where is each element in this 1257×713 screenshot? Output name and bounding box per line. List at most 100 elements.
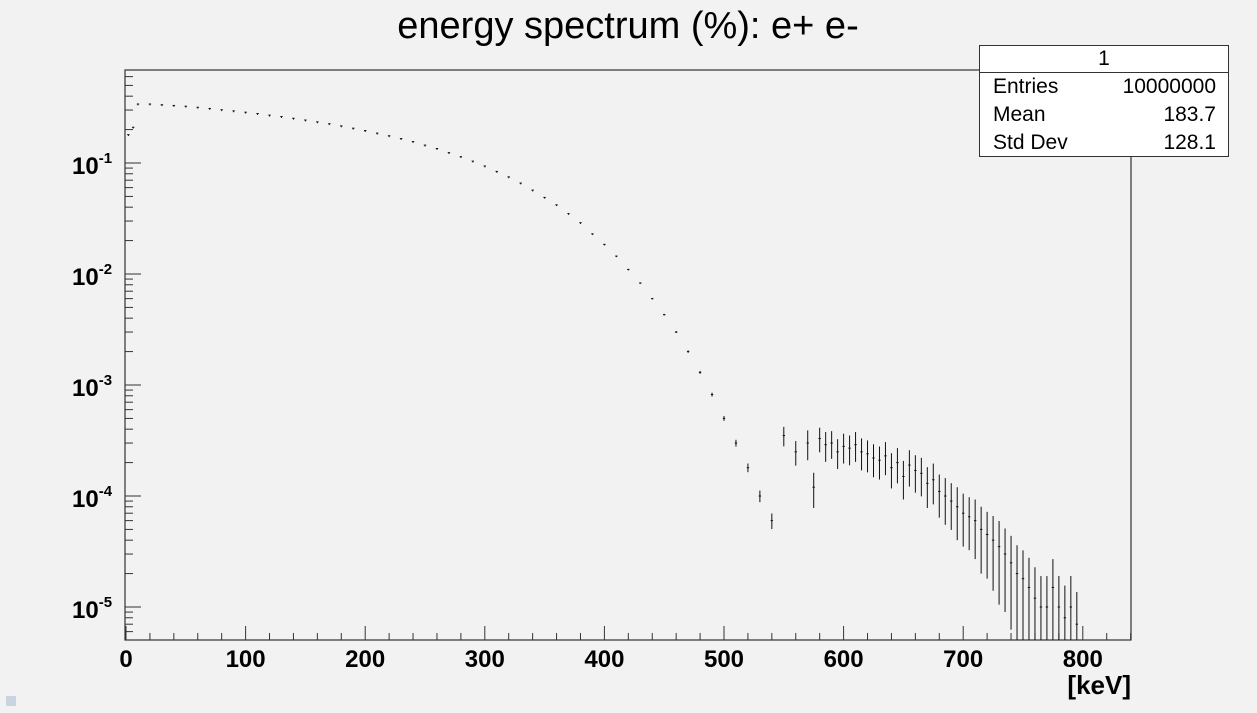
data-point — [884, 442, 887, 476]
data-point — [973, 499, 977, 560]
data-point — [447, 152, 451, 154]
data-point — [639, 282, 642, 284]
data-point — [399, 138, 403, 140]
data-point — [196, 106, 199, 109]
data-point — [782, 426, 785, 447]
y-tick-labels: 10-1 10-2 10-3 10-4 10-5 — [72, 150, 113, 624]
x-tick-label: 600 — [824, 646, 864, 673]
data-point — [591, 233, 594, 236]
data-point — [962, 493, 965, 547]
data-point — [387, 135, 391, 138]
data-point — [127, 134, 130, 136]
x-tick-label: 700 — [943, 646, 983, 673]
chart-title: energy spectrum (%): e+ e- — [397, 5, 858, 47]
y-tick-label: 10-2 — [72, 261, 112, 291]
data-point — [471, 160, 475, 163]
data-point — [280, 116, 283, 118]
data-point — [991, 516, 995, 591]
data-point — [1015, 545, 1019, 640]
data-point — [979, 506, 983, 574]
data-point — [1069, 576, 1073, 640]
data-point — [483, 165, 486, 168]
data-point — [603, 243, 606, 246]
data-point — [543, 196, 546, 199]
data-point — [997, 521, 1001, 605]
y-tick-label: 10-4 — [72, 483, 113, 513]
data-point — [184, 105, 187, 108]
data-point — [567, 213, 570, 215]
data-point — [770, 513, 774, 530]
data-point — [507, 176, 510, 179]
data-point — [854, 432, 857, 462]
x-tick-label: 400 — [584, 646, 624, 673]
data-point — [722, 416, 726, 421]
data-point — [1009, 535, 1013, 630]
data-point — [1063, 585, 1067, 640]
data-point — [746, 463, 750, 473]
data-point — [651, 297, 654, 300]
data-point — [615, 255, 618, 258]
data-point — [131, 126, 135, 129]
x-tick-label: 200 — [345, 646, 385, 673]
y-tick-label: 10-5 — [72, 594, 112, 624]
stats-label: Mean — [993, 103, 1046, 126]
data-point — [967, 497, 971, 551]
data-point — [686, 350, 690, 353]
data-point — [268, 114, 271, 117]
data-point — [860, 438, 863, 471]
data-point — [872, 444, 875, 478]
data-point — [920, 457, 923, 497]
data-point — [292, 117, 295, 120]
data-point — [950, 483, 953, 530]
stats-box: 1 Entries 10000000 Mean 183.7 Std Dev 12… — [979, 45, 1229, 157]
data-point — [232, 110, 235, 113]
stats-value: 183.7 — [1163, 103, 1216, 126]
data-point — [878, 446, 881, 480]
data-point — [1027, 557, 1031, 640]
data-point — [364, 130, 367, 132]
data-point — [836, 439, 839, 470]
data-point — [734, 439, 738, 447]
data-point — [340, 125, 343, 128]
data-point — [698, 370, 702, 374]
stats-row-entries: Entries 10000000 — [980, 73, 1228, 101]
data-point — [423, 144, 427, 147]
data-point — [896, 448, 899, 484]
data-point — [375, 132, 379, 135]
data-point — [710, 392, 714, 397]
data-point — [136, 103, 140, 106]
data-point — [818, 427, 821, 453]
data-point — [1003, 528, 1007, 613]
x-tick-label: 100 — [226, 646, 266, 673]
axis-ticks — [125, 76, 1132, 640]
data-point — [1051, 559, 1055, 640]
x-tick-label: 0 — [119, 646, 132, 673]
data-point — [160, 104, 164, 107]
data-point — [579, 222, 582, 224]
x-tick-label: 800 — [1063, 646, 1103, 673]
data-point — [352, 127, 355, 130]
data-point — [1039, 576, 1043, 640]
data-point — [914, 455, 917, 493]
data-point — [172, 104, 176, 107]
y-tick-label: 10-1 — [72, 150, 112, 180]
x-tick-label: 500 — [704, 646, 744, 673]
data-point — [938, 474, 941, 518]
data-point — [956, 487, 959, 541]
data-point — [1045, 576, 1049, 640]
x-axis-title: [keV] — [1067, 670, 1131, 700]
data-point — [926, 467, 929, 508]
y-tick-label: 10-3 — [72, 372, 112, 402]
data-point — [1057, 576, 1061, 640]
data-point — [244, 111, 247, 114]
x-tick-label: 300 — [465, 646, 505, 673]
data-point — [794, 441, 797, 466]
stats-box-title: 1 — [980, 46, 1228, 73]
data-point — [674, 331, 678, 334]
data-marks — [127, 103, 1079, 640]
data-point — [411, 141, 415, 143]
data-point — [866, 440, 869, 473]
data-point — [531, 189, 534, 192]
data-point — [663, 313, 666, 316]
